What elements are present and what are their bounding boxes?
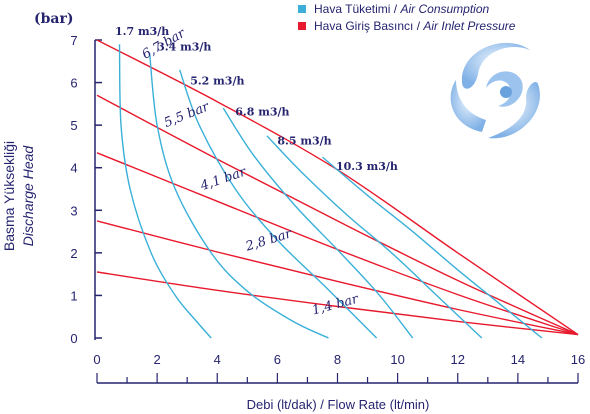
x-tick-label-3: 6: [274, 352, 281, 367]
y-axis-label-line2: Discharge Head: [20, 145, 36, 247]
pressure-curve-6-7-bar: [96, 39, 579, 336]
consumption-label-0: 1.7 m3/h: [115, 25, 169, 38]
legend-label-air-inlet-pressure: Hava Giriş Basıncı / Air Inlet Pressure: [314, 19, 516, 33]
x-tick-label-1: 2: [154, 352, 161, 367]
y-tick-label-6: 6: [70, 76, 77, 91]
x-axis-label: Debi (lt/dak) / Flow Rate (lt/min): [247, 397, 430, 412]
pressure-label-2: 4,1 bar: [198, 164, 249, 194]
x-tick-label-5: 10: [390, 352, 404, 367]
pressure-label-1: 5,5 bar: [162, 99, 212, 131]
y-axis-unit: (bar): [34, 11, 73, 27]
y-tick-label-3: 3: [70, 203, 77, 218]
legend-label-air-consumption-tr: Hava Tüketimi /: [314, 2, 400, 16]
pressure-curve-2-8-bar: [96, 220, 579, 336]
y-tick-label-0: 0: [70, 331, 77, 346]
y-axis-label-line1: Basma Yüksekliği: [1, 141, 17, 251]
consumption-curve-6-8-m3-h: [222, 107, 414, 339]
consumption-curve-1-7-m3-h: [118, 44, 212, 339]
consumption-curve-8-5-m3-h: [266, 135, 483, 339]
consumption-label-2: 5.2 m3/h: [190, 75, 244, 88]
x-tick-label-6: 12: [451, 352, 465, 367]
y-tick-label-4: 4: [70, 161, 77, 176]
consumption-label-3: 6.8 m3/h: [235, 105, 289, 118]
x-tick-label-2: 4: [214, 352, 221, 367]
pressure-curve-1-4-bar: [96, 271, 579, 336]
consumption-label-5: 10.3 m3/h: [336, 160, 398, 173]
legend-label-air-inlet-pressure-en: Air Inlet Pressure: [422, 19, 515, 33]
consumption-label-1: 3.4 m3/h: [157, 41, 211, 54]
legend-swatch-air-inlet-pressure: [298, 22, 306, 30]
y-tick-label-5: 5: [70, 118, 77, 133]
consumption-curve-10-3-m3-h: [322, 156, 543, 339]
legend: Hava Tüketimi / Air Consumption Hava Gir…: [298, 2, 516, 33]
consumption-curve-3-4-m3-h: [148, 52, 329, 339]
y-tick-label-2: 2: [70, 246, 77, 261]
legend-label-air-consumption-en: Air Consumption: [399, 2, 489, 16]
x-tick-label-8: 16: [571, 352, 585, 367]
pressure-curve-5-5-bar: [96, 94, 579, 336]
legend-swatch-air-consumption: [298, 5, 306, 13]
y-tick-label-7: 7: [70, 33, 77, 48]
x-tick-label-7: 14: [511, 352, 525, 367]
consumption-label-4: 8.5 m3/h: [277, 135, 331, 148]
legend-label-air-consumption: Hava Tüketimi / Air Consumption: [314, 2, 490, 16]
y-tick-label-1: 1: [70, 288, 77, 303]
x-tick-label-0: 0: [93, 352, 100, 367]
x-tick-label-4: 8: [334, 352, 341, 367]
company-logo: [450, 42, 540, 139]
legend-label-air-inlet-pressure-tr: Hava Giriş Basıncı /: [314, 19, 423, 33]
consumption-curve-5-2-m3-h: [179, 69, 378, 339]
